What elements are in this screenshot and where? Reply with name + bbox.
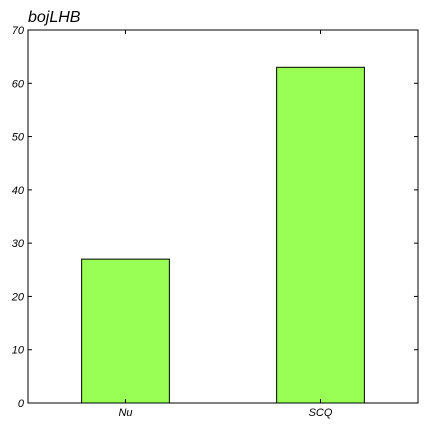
y-tick-label: 0 — [18, 398, 25, 410]
y-tick-label: 50 — [12, 132, 25, 144]
y-tick-label: 40 — [12, 185, 25, 197]
x-tick-label: SCQ — [309, 407, 333, 419]
y-tick-label: 20 — [11, 291, 25, 303]
y-tick-label: 30 — [12, 238, 25, 250]
x-axis: Nu SCQ — [118, 30, 333, 419]
x-tick-label: Nu — [118, 407, 132, 419]
y-axis: 0 10 20 30 40 50 60 70 — [11, 25, 418, 410]
y-tick-label: 60 — [12, 78, 25, 90]
bars-layer — [81, 66, 365, 404]
bar-scq — [276, 66, 365, 404]
chart-title: bojLHB — [28, 9, 81, 26]
y-tick-label: 10 — [12, 345, 25, 357]
bar-nu — [81, 258, 170, 404]
plot-frame — [27, 29, 419, 404]
y-tick-label: 70 — [12, 25, 25, 37]
